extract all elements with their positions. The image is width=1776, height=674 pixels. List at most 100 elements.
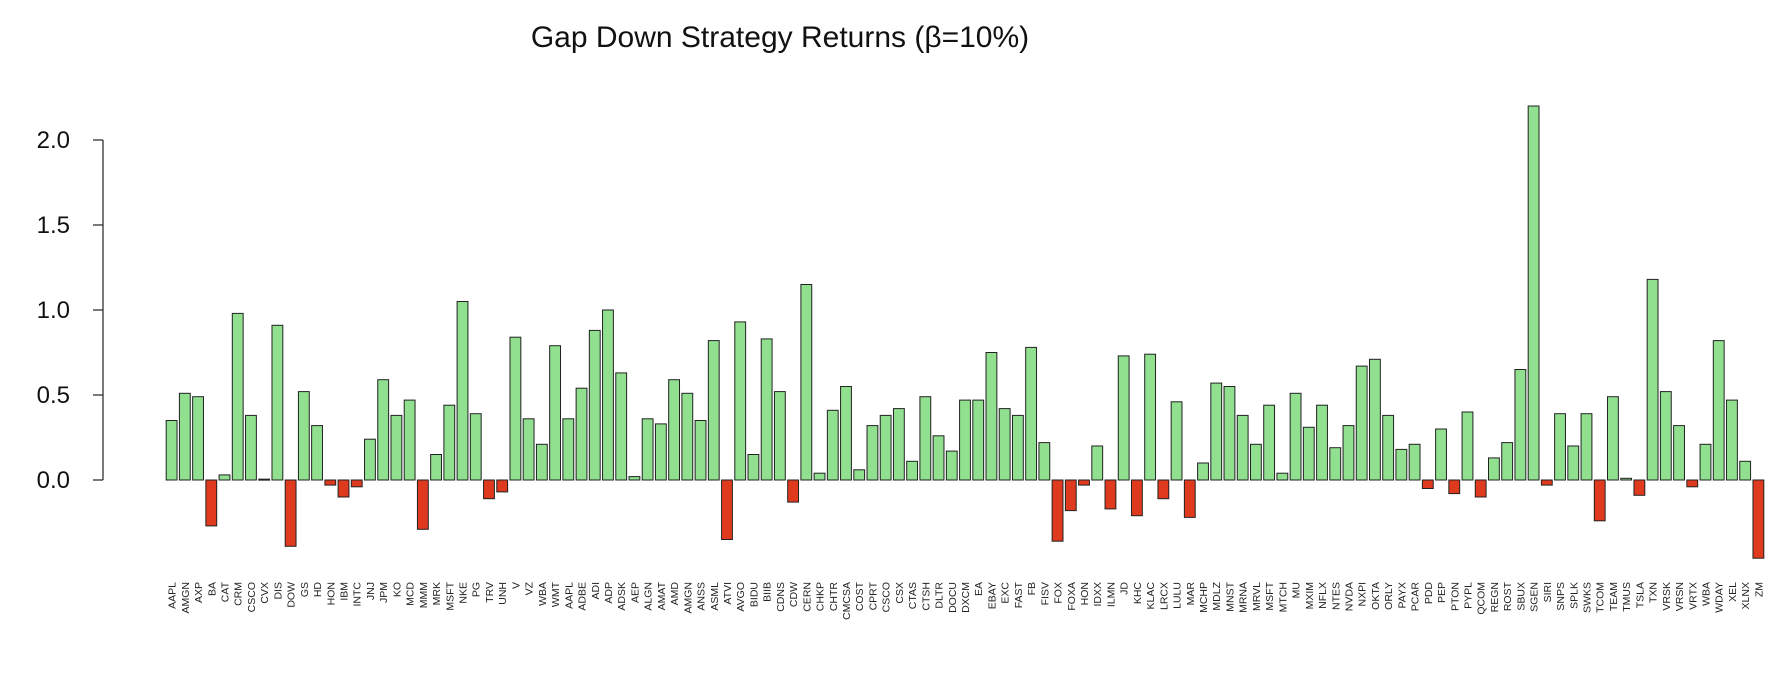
- x-tick-label: ASML: [709, 582, 721, 611]
- bar-dxcm: [959, 399, 971, 481]
- x-tick-label: JD: [1119, 582, 1131, 595]
- bar-trv: [483, 479, 495, 500]
- x-tick-label: NTES: [1330, 582, 1342, 610]
- x-tick-label: ZM: [1753, 582, 1765, 597]
- bar-cdns: [773, 391, 786, 481]
- x-tick-label: JNJ: [365, 582, 377, 600]
- bar-nvda: [1342, 425, 1355, 481]
- x-tick-label: VZ: [524, 581, 536, 595]
- x-tick-label: VRSK: [1661, 582, 1673, 611]
- x-tick-label: SWKS: [1581, 582, 1593, 613]
- bar-mu: [1289, 392, 1302, 481]
- x-tick-label: COST: [854, 581, 866, 611]
- x-tick-label: CDW: [788, 582, 800, 607]
- y-axis: 0.0 0.5 1.0 1.5 2.0: [37, 127, 104, 494]
- bar-cmcsa: [840, 386, 852, 481]
- bar-cvx: [258, 478, 271, 481]
- bar-csx: [892, 408, 905, 481]
- x-tick-label: NKE: [458, 582, 470, 604]
- y-tick-label: 1.5: [37, 212, 70, 239]
- bar-qcom: [1474, 479, 1487, 498]
- x-tick-label: INTC: [352, 582, 364, 607]
- bar-fast: [1011, 414, 1024, 481]
- x-tick-label: KHC: [1132, 582, 1144, 605]
- x-tick-label: KO: [391, 582, 403, 597]
- x-tick-label: MAR: [1185, 582, 1197, 606]
- bar-v: [509, 336, 522, 481]
- bar-swks: [1580, 413, 1593, 481]
- x-tick-label: CHKP: [815, 582, 827, 611]
- x-tick-label: TSLA: [1634, 582, 1646, 608]
- bar-aapl: [562, 418, 575, 481]
- bar-fox: [1051, 479, 1064, 542]
- x-tick-label: IDXX: [1092, 582, 1104, 607]
- x-tick-label: MRNA: [1238, 582, 1250, 613]
- x-tick-label: MTCH: [1277, 582, 1289, 612]
- x-tick-label: AMGN: [682, 582, 694, 614]
- bar-msft: [443, 404, 456, 481]
- bar-nxpi: [1355, 365, 1368, 481]
- bar-dltr: [932, 435, 945, 481]
- x-tick-label: CSCO: [246, 582, 258, 612]
- bar-snps: [1554, 413, 1566, 481]
- bar-vz: [522, 418, 535, 481]
- bar-cost: [853, 469, 866, 481]
- x-tick-label: DIS: [272, 582, 284, 600]
- x-tick-label: ADBE: [577, 582, 589, 611]
- bar-algn: [641, 418, 654, 481]
- x-tick-label: HON: [1079, 582, 1091, 605]
- x-tick-label: CMCSA: [841, 582, 853, 620]
- x-tick-label: NXPI: [1357, 582, 1369, 607]
- x-tick-label: PAYX: [1396, 582, 1408, 608]
- bar-adbe: [575, 387, 588, 481]
- bar-cdw: [787, 479, 800, 503]
- bar-exc: [998, 408, 1011, 481]
- bar-asml: [707, 340, 720, 481]
- bar-khc: [1130, 479, 1143, 517]
- bar-dow: [284, 479, 297, 547]
- x-tick-label: CSCO: [881, 582, 893, 612]
- bar-cern: [800, 284, 813, 481]
- x-tick-label: LULU: [1172, 582, 1184, 609]
- bar-adsk: [615, 372, 628, 481]
- bar-cat: [218, 474, 231, 481]
- x-tick-label: VRTX: [1687, 582, 1699, 610]
- bar-anss: [694, 420, 707, 481]
- bar-wba: [1699, 443, 1712, 481]
- x-tick-label: TEAM: [1608, 582, 1620, 611]
- bar-mar: [1183, 479, 1196, 518]
- bar-orly: [1382, 414, 1395, 481]
- x-tick-label: WMT: [550, 581, 562, 607]
- x-tick-label: XEL: [1727, 582, 1739, 602]
- bar-adi: [588, 329, 601, 481]
- x-tick-label: EA: [973, 582, 985, 596]
- x-tick-label: PDD: [1423, 582, 1435, 605]
- x-tick-label: ATVI: [722, 582, 734, 605]
- bar-mrk: [430, 454, 442, 481]
- bar-amd: [668, 379, 681, 481]
- x-tick-label: ROST: [1502, 581, 1514, 611]
- x-tick-label: ADSK: [616, 582, 628, 611]
- x-tick-label: HON: [325, 582, 337, 605]
- x-tick-label: NFLX: [1317, 582, 1329, 609]
- x-tick-label: MRVL: [1251, 582, 1263, 611]
- x-tick-label: GS: [299, 582, 311, 597]
- x-tick-label: KLAC: [1145, 582, 1157, 610]
- bar-aapl: [165, 420, 178, 481]
- x-tick-label: MNST: [1224, 581, 1236, 611]
- x-tick-label: DOCU: [947, 582, 959, 613]
- chart-title: Gap Down Strategy Returns (β=10%): [531, 21, 1029, 54]
- bar-zm: [1752, 479, 1765, 559]
- bar-fisv: [1038, 442, 1051, 481]
- bar-regn: [1488, 457, 1500, 481]
- bar-ibm: [337, 479, 350, 498]
- bar-msft: [1263, 404, 1276, 481]
- bar-mchp: [1197, 462, 1209, 481]
- x-tick-label: DLTR: [934, 582, 946, 609]
- bars: [165, 105, 1765, 559]
- bar-pg: [469, 413, 482, 481]
- bar-intc: [350, 479, 363, 488]
- bar-dis: [271, 324, 284, 481]
- x-tick-label: WBA: [1701, 582, 1713, 606]
